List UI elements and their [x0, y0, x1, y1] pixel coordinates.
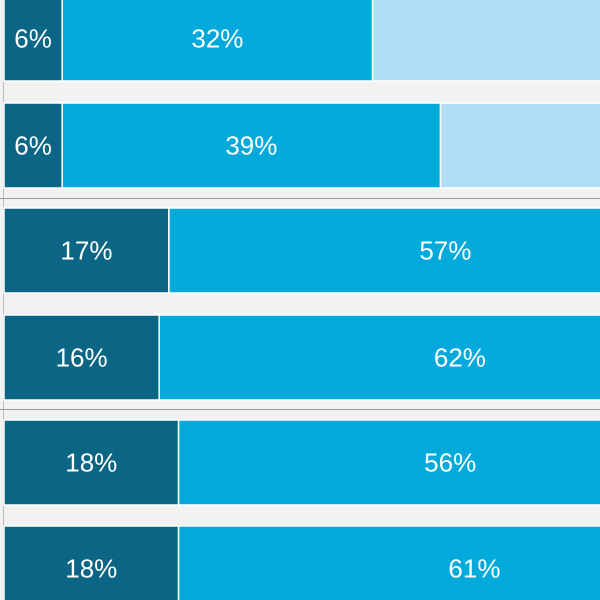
- bar-segment: [3, 0, 63, 82]
- bar-segment: [3, 207, 170, 294]
- bar-segment: [177, 525, 600, 600]
- bar-segment: [3, 102, 63, 189]
- data-label: 62%: [434, 343, 486, 373]
- bar-segment: [177, 419, 600, 506]
- data-label: 18%: [65, 448, 117, 478]
- bar-segment: [439, 102, 600, 189]
- data-label: 57%: [419, 236, 471, 266]
- data-label: 6%: [14, 24, 52, 54]
- bar-segment: [158, 314, 600, 401]
- data-label: 16%: [56, 343, 108, 373]
- data-label: 61%: [448, 554, 500, 584]
- data-label: 17%: [60, 236, 112, 266]
- data-label: 39%: [225, 131, 277, 161]
- data-label: 32%: [191, 24, 243, 54]
- bar-segment: [371, 0, 600, 82]
- bar-segment: [61, 102, 442, 189]
- bar-segment: [3, 314, 160, 401]
- data-label: 18%: [65, 554, 117, 584]
- bar-segment: [168, 207, 600, 294]
- bar-segment: [61, 0, 374, 82]
- bar-segment: [3, 419, 180, 506]
- data-label: 6%: [14, 131, 52, 161]
- bar-segment: [3, 525, 180, 600]
- data-label: 56%: [424, 448, 476, 478]
